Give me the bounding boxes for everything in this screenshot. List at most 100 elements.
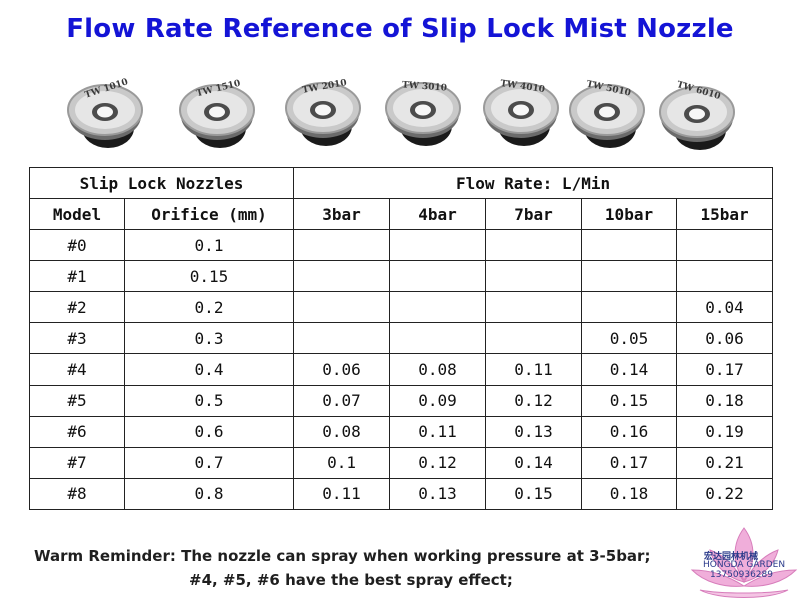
page-title: Flow Rate Reference of Slip Lock Mist No… xyxy=(66,14,734,44)
cell-flow-rate xyxy=(389,322,487,355)
cell-flow-rate xyxy=(293,322,391,355)
cell-orifice: 0.7 xyxy=(123,446,295,479)
table-row: #8 0.8 0.11 0.13 0.15 0.18 0.22 xyxy=(29,477,774,511)
cell-flow-rate xyxy=(293,260,391,293)
cell-flow-rate: 0.06 xyxy=(676,322,774,355)
cell-flow-rate: 0.09 xyxy=(389,384,487,417)
cell-flow-rate: 0.06 xyxy=(293,353,391,386)
reminder-line-1: Warm Reminder: The nozzle can spray when… xyxy=(34,547,651,565)
cell-flow-rate: 0.1 xyxy=(293,446,391,479)
cell-orifice: 0.2 xyxy=(123,291,295,324)
cell-model: #3 xyxy=(29,322,125,355)
cell-flow-rate xyxy=(676,229,774,262)
cell-flow-rate xyxy=(581,291,678,324)
table-row: #2 0.2 0.04 xyxy=(29,291,774,324)
cell-orifice: 0.8 xyxy=(123,477,295,511)
nozzle-photo: TW 2010 xyxy=(280,64,366,150)
cell-flow-rate xyxy=(581,260,678,293)
flow-rate-table: Slip Lock Nozzles Flow Rate: L/Min Model… xyxy=(28,166,774,511)
cell-flow-rate: 0.14 xyxy=(485,446,583,479)
group-header-flow-rate: Flow Rate: L/Min xyxy=(293,166,774,200)
column-header-4bar: 4bar xyxy=(389,198,487,231)
cell-flow-rate: 0.08 xyxy=(293,415,391,448)
cell-flow-rate: 0.18 xyxy=(581,477,678,511)
cell-model: #2 xyxy=(29,291,125,324)
cell-flow-rate xyxy=(485,322,583,355)
cell-flow-rate: 0.05 xyxy=(581,322,678,355)
nozzle-photo: TW 5010 xyxy=(564,66,650,152)
column-header-3bar: 3bar xyxy=(293,198,391,231)
nozzle-photo: TW 3010 xyxy=(380,64,466,150)
nozzle-photo: TW 6010 xyxy=(654,68,740,154)
cell-model: #7 xyxy=(29,446,125,479)
watermark-en: HONGDA GARDEN xyxy=(703,560,786,570)
cell-flow-rate xyxy=(581,229,678,262)
cell-flow-rate: 0.07 xyxy=(293,384,391,417)
cell-flow-rate: 0.13 xyxy=(389,477,487,511)
table-row: #0 0.1 xyxy=(29,229,774,262)
cell-flow-rate xyxy=(485,291,583,324)
group-header-nozzles: Slip Lock Nozzles xyxy=(28,166,295,200)
cell-flow-rate: 0.17 xyxy=(581,446,678,479)
cell-flow-rate xyxy=(389,291,487,324)
nozzle-photo: TW 1010 xyxy=(62,66,148,152)
cell-orifice: 0.3 xyxy=(123,322,295,355)
cell-flow-rate: 0.18 xyxy=(676,384,774,417)
cell-orifice: 0.5 xyxy=(123,384,295,417)
cell-flow-rate: 0.04 xyxy=(676,291,774,324)
cell-flow-rate xyxy=(293,229,391,262)
table-row: #7 0.7 0.1 0.12 0.14 0.17 0.21 xyxy=(29,446,774,479)
column-header-7bar: 7bar xyxy=(485,198,583,231)
table-row: #4 0.4 0.06 0.08 0.11 0.14 0.17 xyxy=(29,353,774,386)
reminder-line-2: #4, #5, #6 have the best spray effect; xyxy=(189,571,513,589)
cell-flow-rate xyxy=(485,229,583,262)
table-row: #5 0.5 0.07 0.09 0.12 0.15 0.18 xyxy=(29,384,774,417)
cell-flow-rate: 0.21 xyxy=(676,446,774,479)
cell-flow-rate xyxy=(293,291,391,324)
cell-model: #0 xyxy=(29,229,125,262)
nozzle-photo: TW 4010 xyxy=(478,64,564,150)
cell-flow-rate xyxy=(389,260,487,293)
nozzle-photo: TW 1510 xyxy=(174,66,260,152)
cell-orifice: 0.15 xyxy=(123,260,295,293)
cell-flow-rate: 0.11 xyxy=(389,415,487,448)
cell-flow-rate: 0.15 xyxy=(581,384,678,417)
cell-flow-rate: 0.13 xyxy=(485,415,583,448)
cell-flow-rate: 0.12 xyxy=(485,384,583,417)
watermark-cn: 宏达园林机械 xyxy=(704,552,759,562)
cell-flow-rate: 0.08 xyxy=(389,353,487,386)
table-group-header-row: Slip Lock Nozzles Flow Rate: L/Min xyxy=(28,166,774,200)
cell-flow-rate: 0.15 xyxy=(485,477,583,511)
cell-orifice: 0.1 xyxy=(123,229,295,262)
cell-flow-rate xyxy=(485,260,583,293)
cell-flow-rate: 0.22 xyxy=(676,477,774,511)
cell-flow-rate xyxy=(389,229,487,262)
column-header-model: Model xyxy=(29,198,125,231)
cell-model: #5 xyxy=(29,384,125,417)
nozzle-photo-strip: TW 1010 TW 1510 TW 2010 TW 3010 TW 4010 TW 50… xyxy=(50,62,750,152)
warm-reminder: Warm Reminder: The nozzle can spray when… xyxy=(34,544,714,592)
table-row: #6 0.6 0.08 0.11 0.13 0.16 0.19 xyxy=(29,415,774,448)
table-column-header-row: Model Orifice (mm) 3bar 4bar 7bar 10bar … xyxy=(29,198,774,231)
cell-model: #6 xyxy=(29,415,125,448)
watermark-phone: 13750936289 xyxy=(710,570,773,580)
cell-flow-rate: 0.19 xyxy=(676,415,774,448)
column-header-orifice: Orifice (mm) xyxy=(123,198,295,231)
cell-model: #4 xyxy=(29,353,125,386)
column-header-15bar: 15bar xyxy=(676,198,774,231)
table-row: #1 0.15 xyxy=(29,260,774,293)
lotus-logo-icon xyxy=(690,527,798,598)
cell-flow-rate: 0.16 xyxy=(581,415,678,448)
cell-flow-rate xyxy=(676,260,774,293)
cell-flow-rate: 0.14 xyxy=(581,353,678,386)
cell-flow-rate: 0.11 xyxy=(485,353,583,386)
cell-flow-rate: 0.12 xyxy=(389,446,487,479)
cell-flow-rate: 0.11 xyxy=(293,477,391,511)
cell-orifice: 0.4 xyxy=(123,353,295,386)
cell-orifice: 0.6 xyxy=(123,415,295,448)
cell-model: #8 xyxy=(29,477,125,511)
column-header-10bar: 10bar xyxy=(581,198,678,231)
cell-flow-rate: 0.17 xyxy=(676,353,774,386)
cell-model: #1 xyxy=(29,260,125,293)
table-row: #3 0.3 0.05 0.06 xyxy=(29,322,774,355)
